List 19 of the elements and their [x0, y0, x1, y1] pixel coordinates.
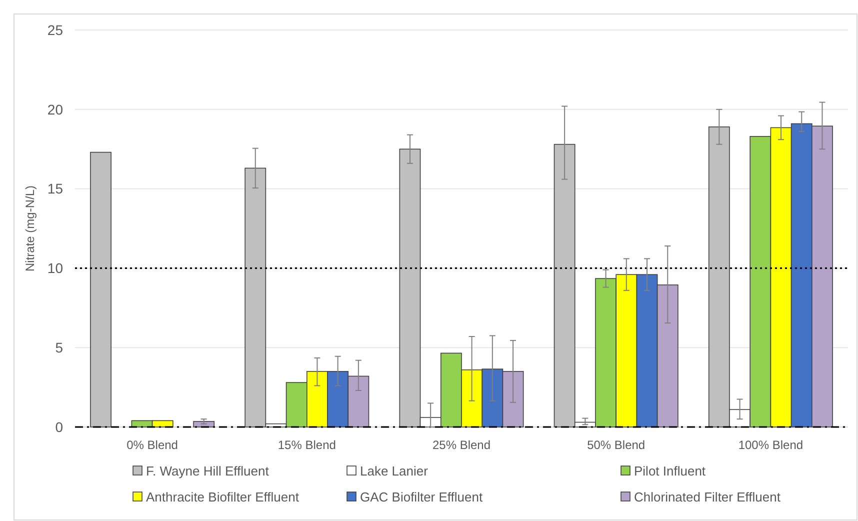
- y-tick-label: 15: [47, 180, 64, 197]
- y-tick-label: 0: [55, 418, 64, 435]
- legend-label: Chlorinated Filter Effluent: [634, 490, 781, 505]
- legend-label: Pilot Influent: [634, 464, 706, 479]
- x-tick-label: 100% Blend: [738, 438, 804, 452]
- y-tick-label: 25: [47, 22, 64, 38]
- y-axis-title: Nitrate (mg-N/L): [23, 185, 37, 272]
- y-tick-label: 5: [55, 340, 64, 356]
- legend-label: F. Wayne Hill Effluent: [146, 464, 270, 479]
- legend-label: Lake Lanier: [360, 464, 429, 479]
- x-tick-label: 25% Blend: [432, 438, 491, 452]
- legend-label: Anthracite Biofilter Effluent: [146, 490, 300, 505]
- x-tick-label: 15% Blend: [278, 438, 336, 452]
- bar: [90, 152, 112, 428]
- x-tick-label: 50% Blend: [587, 438, 646, 452]
- legend-label: GAC Biofilter Effluent: [360, 490, 483, 505]
- y-tick-label: 20: [47, 101, 64, 118]
- x-tick-label: 0% Blend: [126, 438, 178, 452]
- y-tick-label: 10: [47, 260, 64, 276]
